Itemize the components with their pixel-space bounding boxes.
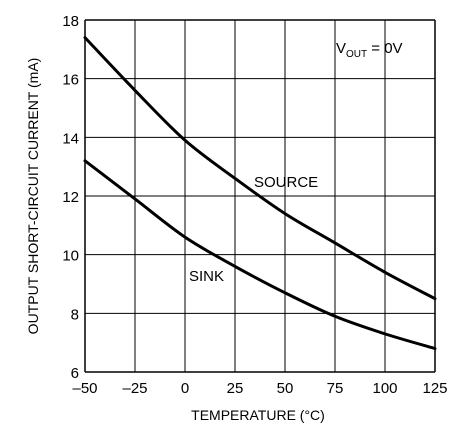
- y-tick-label: 16: [62, 72, 79, 89]
- x-tick-label: 100: [372, 380, 397, 397]
- y-tick-label: 14: [62, 130, 79, 147]
- x-tick-label: 125: [422, 380, 447, 397]
- vout-annotation: VOUT = 0V: [336, 40, 403, 60]
- series-label-source: SOURCE: [254, 174, 318, 191]
- x-tick-label: –50: [72, 380, 97, 397]
- series-label-sink: SINK: [189, 268, 224, 285]
- y-tick-label: 10: [62, 248, 79, 265]
- y-tick-label: 12: [62, 189, 79, 206]
- y-tick-label: 8: [71, 306, 79, 323]
- x-axis-label: TEMPERATURE (°C): [191, 407, 325, 423]
- series-lines: [83, 36, 437, 351]
- y-tick-label: 18: [62, 13, 79, 30]
- y-axis-label: OUTPUT SHORT-CIRCUIT CURRENT (mA): [25, 58, 41, 335]
- y-tick-label: 6: [71, 365, 79, 382]
- series-line-source: [83, 36, 437, 301]
- x-tick-label: –25: [122, 380, 147, 397]
- x-tick-label: 0: [181, 380, 189, 397]
- x-tick-label: 75: [327, 380, 344, 397]
- x-tick-label: 25: [227, 380, 244, 397]
- grid: [84, 19, 436, 373]
- tick-labels: –50 –25 0 25 50 75 100 125 6 8 10 12 14 16 18: [62, 13, 447, 397]
- x-tick-label: 50: [277, 380, 294, 397]
- series-line-sink: [83, 159, 437, 351]
